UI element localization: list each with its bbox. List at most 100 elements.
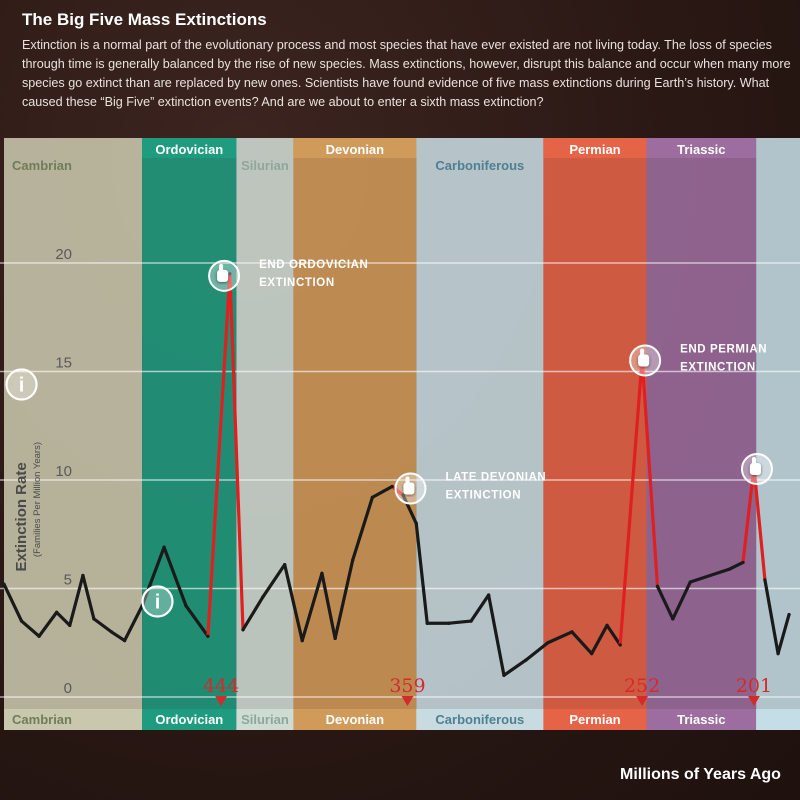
line-segment — [261, 563, 287, 599]
line-segment — [92, 617, 114, 634]
hand-pointer-icon[interactable] — [394, 472, 427, 505]
period-label-bottom: Devonian — [326, 712, 385, 727]
svg-text:i: i — [19, 375, 25, 397]
data-point — [333, 636, 337, 641]
extinction-year-label: 359 — [389, 675, 425, 697]
period-strip — [236, 709, 294, 730]
data-point — [763, 578, 767, 582]
data-point — [401, 493, 405, 497]
data-point — [162, 545, 166, 549]
period-header — [543, 138, 647, 158]
extinction-year-label: 444 — [203, 675, 239, 697]
data-point — [671, 617, 675, 621]
period-header — [646, 138, 757, 158]
period-label-bottom: Carboniferous — [435, 712, 524, 727]
line-segment — [390, 484, 405, 497]
y-tick-label: 10 — [55, 463, 72, 480]
data-point — [728, 567, 732, 571]
data-point — [2, 582, 6, 586]
data-point — [546, 641, 550, 645]
line-segment — [140, 545, 166, 608]
line-segment — [300, 571, 324, 643]
data-point — [390, 484, 394, 489]
extinction-label: EXTINCTION — [680, 361, 756, 373]
info-icon[interactable]: i — [141, 585, 174, 618]
line-segment — [546, 630, 574, 645]
data-point — [123, 638, 127, 643]
line-segment — [351, 495, 374, 562]
extinction-chart: Cambrian Cambrian Ordovician Ordovician Silu… — [0, 138, 800, 730]
line-segment — [763, 578, 780, 656]
period-label-top: Permian — [569, 142, 620, 157]
hand-pointer-icon[interactable] — [208, 259, 241, 292]
line-segment — [655, 584, 675, 621]
line-segment — [206, 272, 232, 638]
line-segment — [570, 630, 594, 656]
data-point — [487, 593, 491, 597]
line-segment — [447, 619, 473, 625]
period-strip — [4, 709, 143, 730]
y-tick-label: 5 — [64, 572, 72, 589]
line-segment — [333, 558, 355, 641]
data-point — [206, 634, 210, 638]
line-segment — [414, 521, 429, 625]
line-segment — [2, 582, 24, 623]
line-segment — [228, 272, 245, 632]
data-point — [776, 652, 780, 656]
line-segment — [68, 573, 85, 627]
period-strip — [543, 709, 647, 730]
period-strip — [756, 709, 800, 730]
line-segment — [728, 560, 745, 571]
period-label-bottom: Cambrian — [12, 712, 72, 727]
svg-text:i: i — [155, 592, 161, 614]
data-point — [590, 652, 594, 656]
y-tick-label: 15 — [55, 355, 72, 372]
data-point — [19, 619, 24, 623]
line-segment — [487, 593, 506, 677]
line-segment — [469, 593, 491, 623]
header: The Big Five Mass Extinctions Extinction… — [22, 10, 800, 112]
hand-pointer-icon[interactable] — [629, 344, 662, 377]
line-segment — [184, 604, 210, 638]
extinction-arrow — [401, 696, 414, 706]
period-label-bottom: Triassic — [677, 712, 725, 727]
y-tick-label: 0 — [64, 680, 72, 697]
data-point — [351, 558, 355, 562]
line-segment — [618, 356, 644, 647]
period-band — [416, 138, 544, 730]
data-point — [228, 272, 232, 276]
y-axis-title: Extinction Rate — [13, 462, 30, 571]
gridlines — [0, 262, 800, 698]
line-segment — [590, 623, 609, 656]
period-band — [142, 138, 237, 730]
period-label-top: Carboniferous — [435, 158, 524, 173]
data-point — [184, 604, 188, 608]
period-band — [293, 138, 417, 730]
data-point — [618, 643, 622, 647]
line-segment — [370, 484, 394, 499]
data-point — [261, 595, 265, 599]
line-segment — [283, 563, 304, 643]
line-segment — [37, 610, 59, 638]
period-label-top: Cambrian — [12, 158, 72, 173]
period-band — [543, 138, 647, 730]
info-icon[interactable]: i — [5, 368, 38, 401]
period-strip — [646, 709, 757, 730]
line-segment — [640, 356, 660, 588]
period-label-top: Devonian — [326, 142, 385, 157]
period-label-bottom: Permian — [569, 712, 620, 727]
data-line — [2, 272, 791, 677]
line-segment — [671, 580, 692, 621]
period-label-top: Ordovician — [155, 142, 223, 157]
period-band — [4, 138, 143, 730]
extinction-arrow — [215, 696, 228, 706]
page-title: The Big Five Mass Extinctions — [22, 10, 267, 29]
period-band — [756, 138, 800, 730]
data-point — [241, 628, 245, 632]
period-label-bottom: Ordovician — [155, 712, 223, 727]
line-segment — [109, 630, 127, 643]
hand-pointer-icon[interactable] — [740, 452, 773, 485]
line-segment — [752, 465, 767, 582]
extinction-label: EXTINCTION — [445, 490, 521, 502]
period-bands: Cambrian Cambrian Ordovician Ordovician Silu… — [4, 138, 800, 730]
